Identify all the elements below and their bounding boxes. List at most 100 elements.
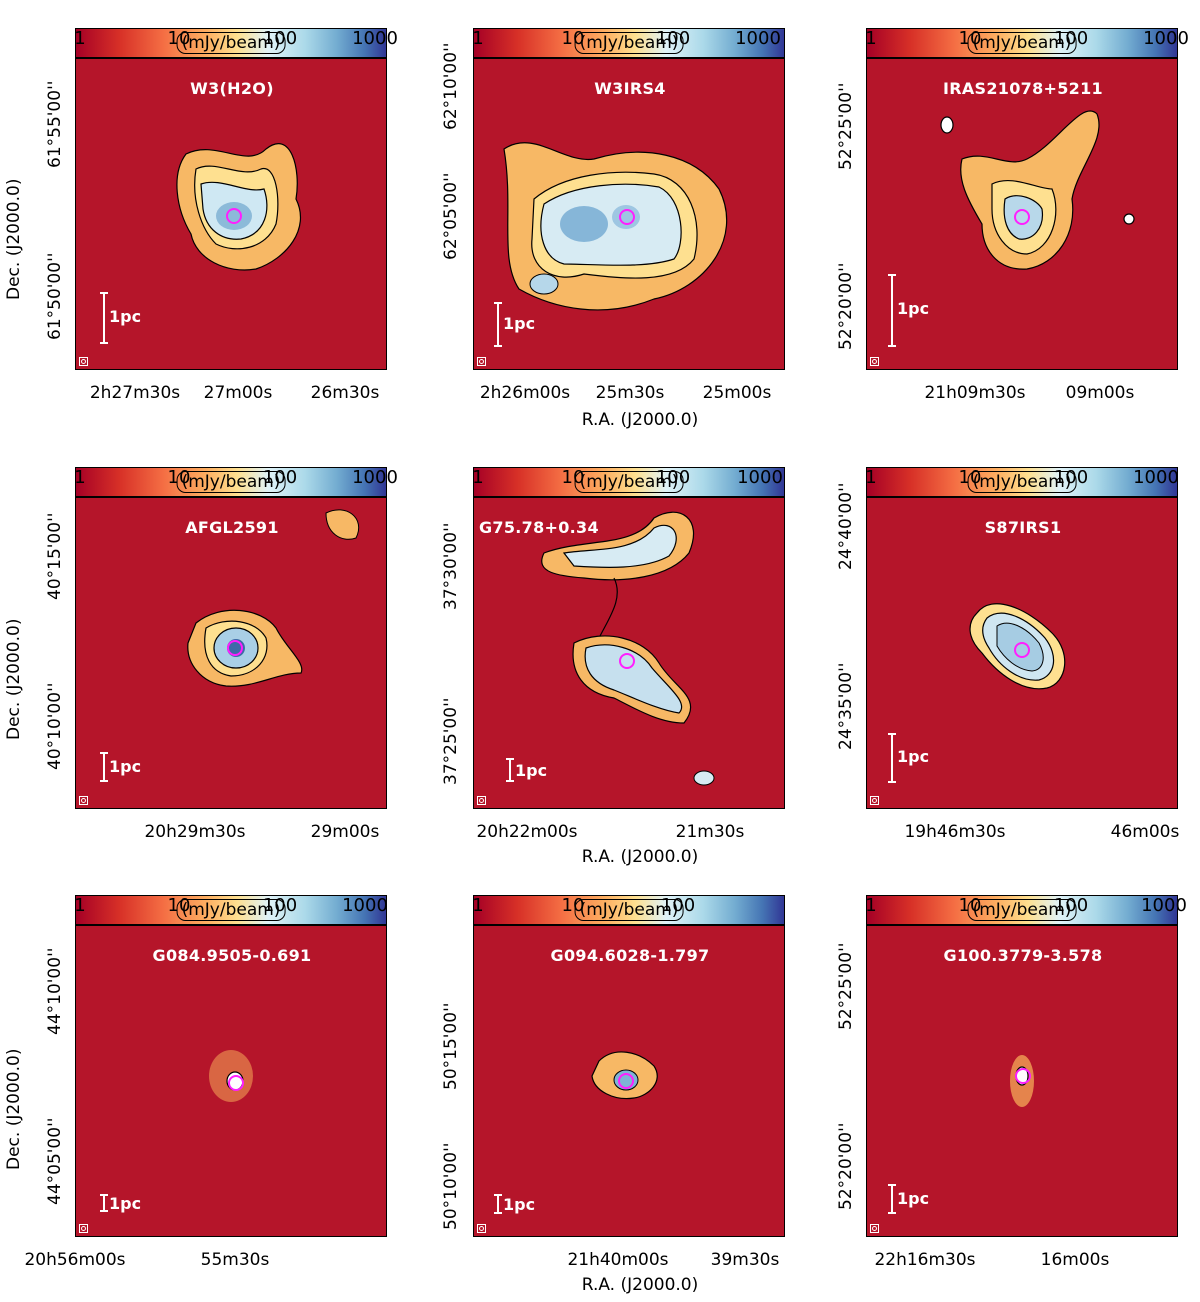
colorbar-tick: 10	[561, 28, 585, 49]
colorbar: (mJy/beam)	[473, 467, 785, 497]
colorbar-tick: 1000	[1141, 895, 1187, 916]
dec-tick: 40°15'00''	[45, 512, 65, 600]
ra-tick: 26m30s	[310, 383, 380, 403]
source-name: G084.9505-0.691	[152, 946, 312, 965]
colorbar-unit: (mJy/beam)	[967, 899, 1077, 921]
dec-tick: 52°20'00''	[836, 262, 856, 350]
colorbar: (mJy/beam)	[75, 28, 387, 58]
source-name: G094.6028-1.797	[550, 946, 710, 965]
colorbar-tick: 10	[167, 895, 191, 916]
ra-tick: 46m00s	[1110, 822, 1180, 842]
beam-icon	[477, 357, 486, 366]
colorbar-tick: 1000	[352, 467, 398, 488]
panel-iras21078: (mJy/beam) 1 10 100 1000 IRAS21078+5211 …	[865, 28, 1189, 370]
colorbar-tick: 1000	[342, 895, 388, 916]
source-marker	[1015, 1068, 1031, 1084]
intensity-map: G094.6028-1.797 1pc	[473, 925, 785, 1237]
source-marker	[618, 1073, 634, 1089]
colorbar-tick: 100	[655, 467, 691, 488]
colorbar-tick: 10	[561, 467, 585, 488]
colorbar-tick: 1	[865, 28, 877, 49]
colorbar-tick: 100	[655, 28, 691, 49]
ra-axis-label: R.A. (J2000.0)	[581, 410, 699, 430]
dec-axis-label: Dec. (J2000.0)	[4, 1048, 24, 1170]
colorbar-tick: 1000	[735, 28, 781, 49]
colorbar-tick: 1	[865, 895, 877, 916]
beam-icon	[477, 1224, 486, 1233]
colorbar-tick: 100	[262, 467, 298, 488]
source-name: IRAS21078+5211	[943, 79, 1103, 98]
colorbar-tick: 1	[74, 28, 86, 49]
source-marker	[227, 640, 243, 656]
colorbar-tick: 1	[74, 467, 86, 488]
colorbar-tick: 100	[1053, 467, 1089, 488]
dec-tick: 52°25'00''	[836, 942, 856, 1030]
panel-afgl2591: (mJy/beam) 1 10 100 1000 AFGL2591 1pc	[74, 467, 398, 809]
colorbar-tick: 1	[74, 895, 86, 916]
ra-tick: 20h29m30s	[144, 822, 246, 842]
beam-icon	[870, 357, 879, 366]
dec-axis-label: Dec. (J2000.0)	[4, 618, 24, 740]
dec-tick: 24°35'00''	[836, 662, 856, 750]
colorbar-tick: 1	[865, 467, 877, 488]
colorbar-tick: 1000	[737, 467, 783, 488]
ra-tick: 21h09m30s	[924, 383, 1026, 403]
panel-g084: (mJy/beam) 1 10 100 1000 G084.9505-0.691…	[74, 895, 388, 1237]
dec-tick: 61°50'00''	[45, 252, 65, 340]
dec-tick: 62°10'00''	[441, 42, 461, 130]
intensity-map: AFGL2591 1pc	[75, 497, 387, 809]
ra-tick: 55m30s	[200, 1250, 270, 1270]
source-marker	[226, 208, 242, 224]
intensity-map: W3IRS4 1pc	[473, 58, 785, 370]
ra-tick: 20h22m00s	[476, 822, 578, 842]
ra-tick: 16m00s	[1040, 1250, 1110, 1270]
dec-tick: 37°30'00''	[441, 522, 461, 610]
colorbar-tick: 100	[262, 895, 298, 916]
colorbar-tick: 1000	[1143, 28, 1189, 49]
dec-axis-label: Dec. (J2000.0)	[4, 178, 24, 300]
colorbar: (mJy/beam)	[473, 895, 785, 925]
dec-tick: 44°10'00''	[45, 947, 65, 1035]
colorbar-tick: 1	[472, 467, 484, 488]
intensity-map: IRAS21078+5211 1pc	[866, 58, 1178, 370]
dec-tick: 44°05'00''	[45, 1117, 65, 1205]
colorbar-tick: 100	[262, 28, 298, 49]
source-name: AFGL2591	[185, 518, 279, 537]
source-marker	[228, 1075, 244, 1091]
dec-tick: 52°25'00''	[836, 82, 856, 170]
colorbar-tick: 1000	[352, 28, 398, 49]
ra-tick: 27m00s	[203, 383, 273, 403]
ra-axis-label: R.A. (J2000.0)	[581, 1275, 699, 1295]
dec-tick: 50°10'00''	[441, 1142, 461, 1230]
beam-icon	[79, 1224, 88, 1233]
colorbar: (mJy/beam)	[866, 467, 1178, 497]
colorbar: (mJy/beam)	[866, 895, 1178, 925]
colorbar-unit: (mJy/beam)	[176, 32, 286, 54]
beam-icon	[870, 1224, 879, 1233]
panel-s87irs1: (mJy/beam) 1 10 100 1000 S87IRS1 1pc	[865, 467, 1179, 809]
ra-tick: 39m30s	[710, 1250, 780, 1270]
colorbar-tick: 10	[167, 467, 191, 488]
ra-tick: 21h40m00s	[567, 1250, 669, 1270]
intensity-map: G084.9505-0.691 1pc	[75, 925, 387, 1237]
colorbar-tick: 1	[472, 895, 484, 916]
panel-g100: (mJy/beam) 1 10 100 1000 G100.3779-3.578…	[865, 895, 1187, 1237]
colorbar-unit: (mJy/beam)	[967, 32, 1077, 54]
panel-g094: (mJy/beam) 1 10 100 G094.6028-1.797 1pc	[472, 895, 785, 1237]
dec-tick: 52°20'00''	[836, 1122, 856, 1210]
ra-tick: 29m00s	[310, 822, 380, 842]
colorbar-unit: (mJy/beam)	[967, 471, 1077, 493]
dec-tick: 50°15'00''	[441, 1002, 461, 1090]
colorbar-tick: 100	[660, 895, 696, 916]
dec-tick: 24°40'00''	[836, 482, 856, 570]
ra-tick: 2h27m30s	[89, 383, 181, 403]
source-marker	[619, 653, 635, 669]
colorbar-tick: 10	[167, 28, 191, 49]
dec-tick: 62°05'00''	[441, 172, 461, 260]
dec-tick: 40°10'00''	[45, 682, 65, 770]
source-name: S87IRS1	[984, 518, 1062, 537]
emission-svg	[503, 142, 728, 311]
ra-tick: 2h26m00s	[479, 383, 571, 403]
colorbar-unit: (mJy/beam)	[574, 32, 684, 54]
ra-tick: 25m30s	[595, 383, 665, 403]
